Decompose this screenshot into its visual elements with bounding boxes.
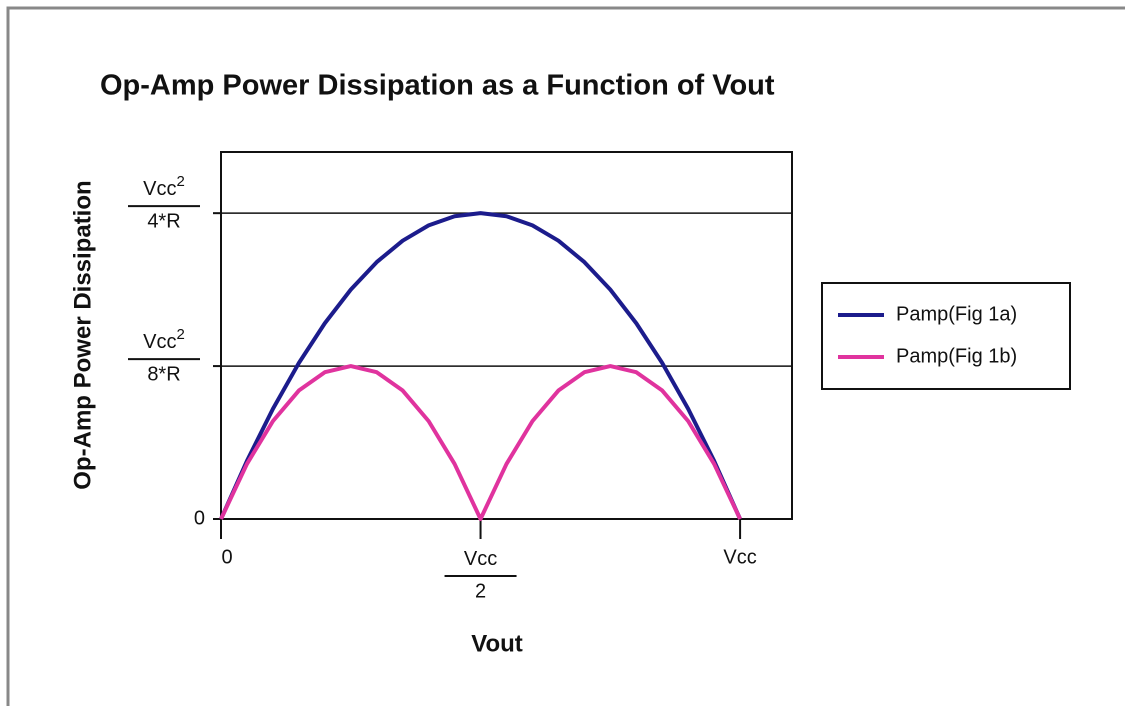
y-axis-label: Op-Amp Power Dissipation <box>69 180 96 489</box>
y-tick-label: 0 <box>194 507 205 529</box>
tick-label-numerator-text: Vcc <box>143 178 176 200</box>
tick-label-denominator: 2 <box>475 580 486 602</box>
x-tick-label: Vcc <box>723 546 756 568</box>
x-axis-label: Vout <box>471 630 523 657</box>
legend-label: Pamp(Fig 1a) <box>896 303 1017 325</box>
series-line <box>219 211 742 520</box>
tick-label-numerator-text: Vcc <box>464 548 497 570</box>
legend-box <box>821 282 1071 390</box>
legend-label: Pamp(Fig 1b) <box>896 345 1017 367</box>
tick-label-numerator: Vcc2 <box>143 173 185 200</box>
x-tick-label: 0 <box>221 546 232 568</box>
tick-label-numerator: Vcc <box>464 548 497 570</box>
tick-label-denominator: 8*R <box>147 363 180 385</box>
chart-title: Op-Amp Power Dissipation as a Function o… <box>100 70 775 102</box>
tick-label-denominator: 4*R <box>147 210 180 232</box>
tick-label-superscript: 2 <box>177 326 185 343</box>
tick-label-numerator-text: Vcc <box>143 331 176 353</box>
tick-label-numerator: Vcc2 <box>143 326 185 353</box>
tick-label-superscript: 2 <box>177 173 185 190</box>
series-line <box>219 364 742 521</box>
